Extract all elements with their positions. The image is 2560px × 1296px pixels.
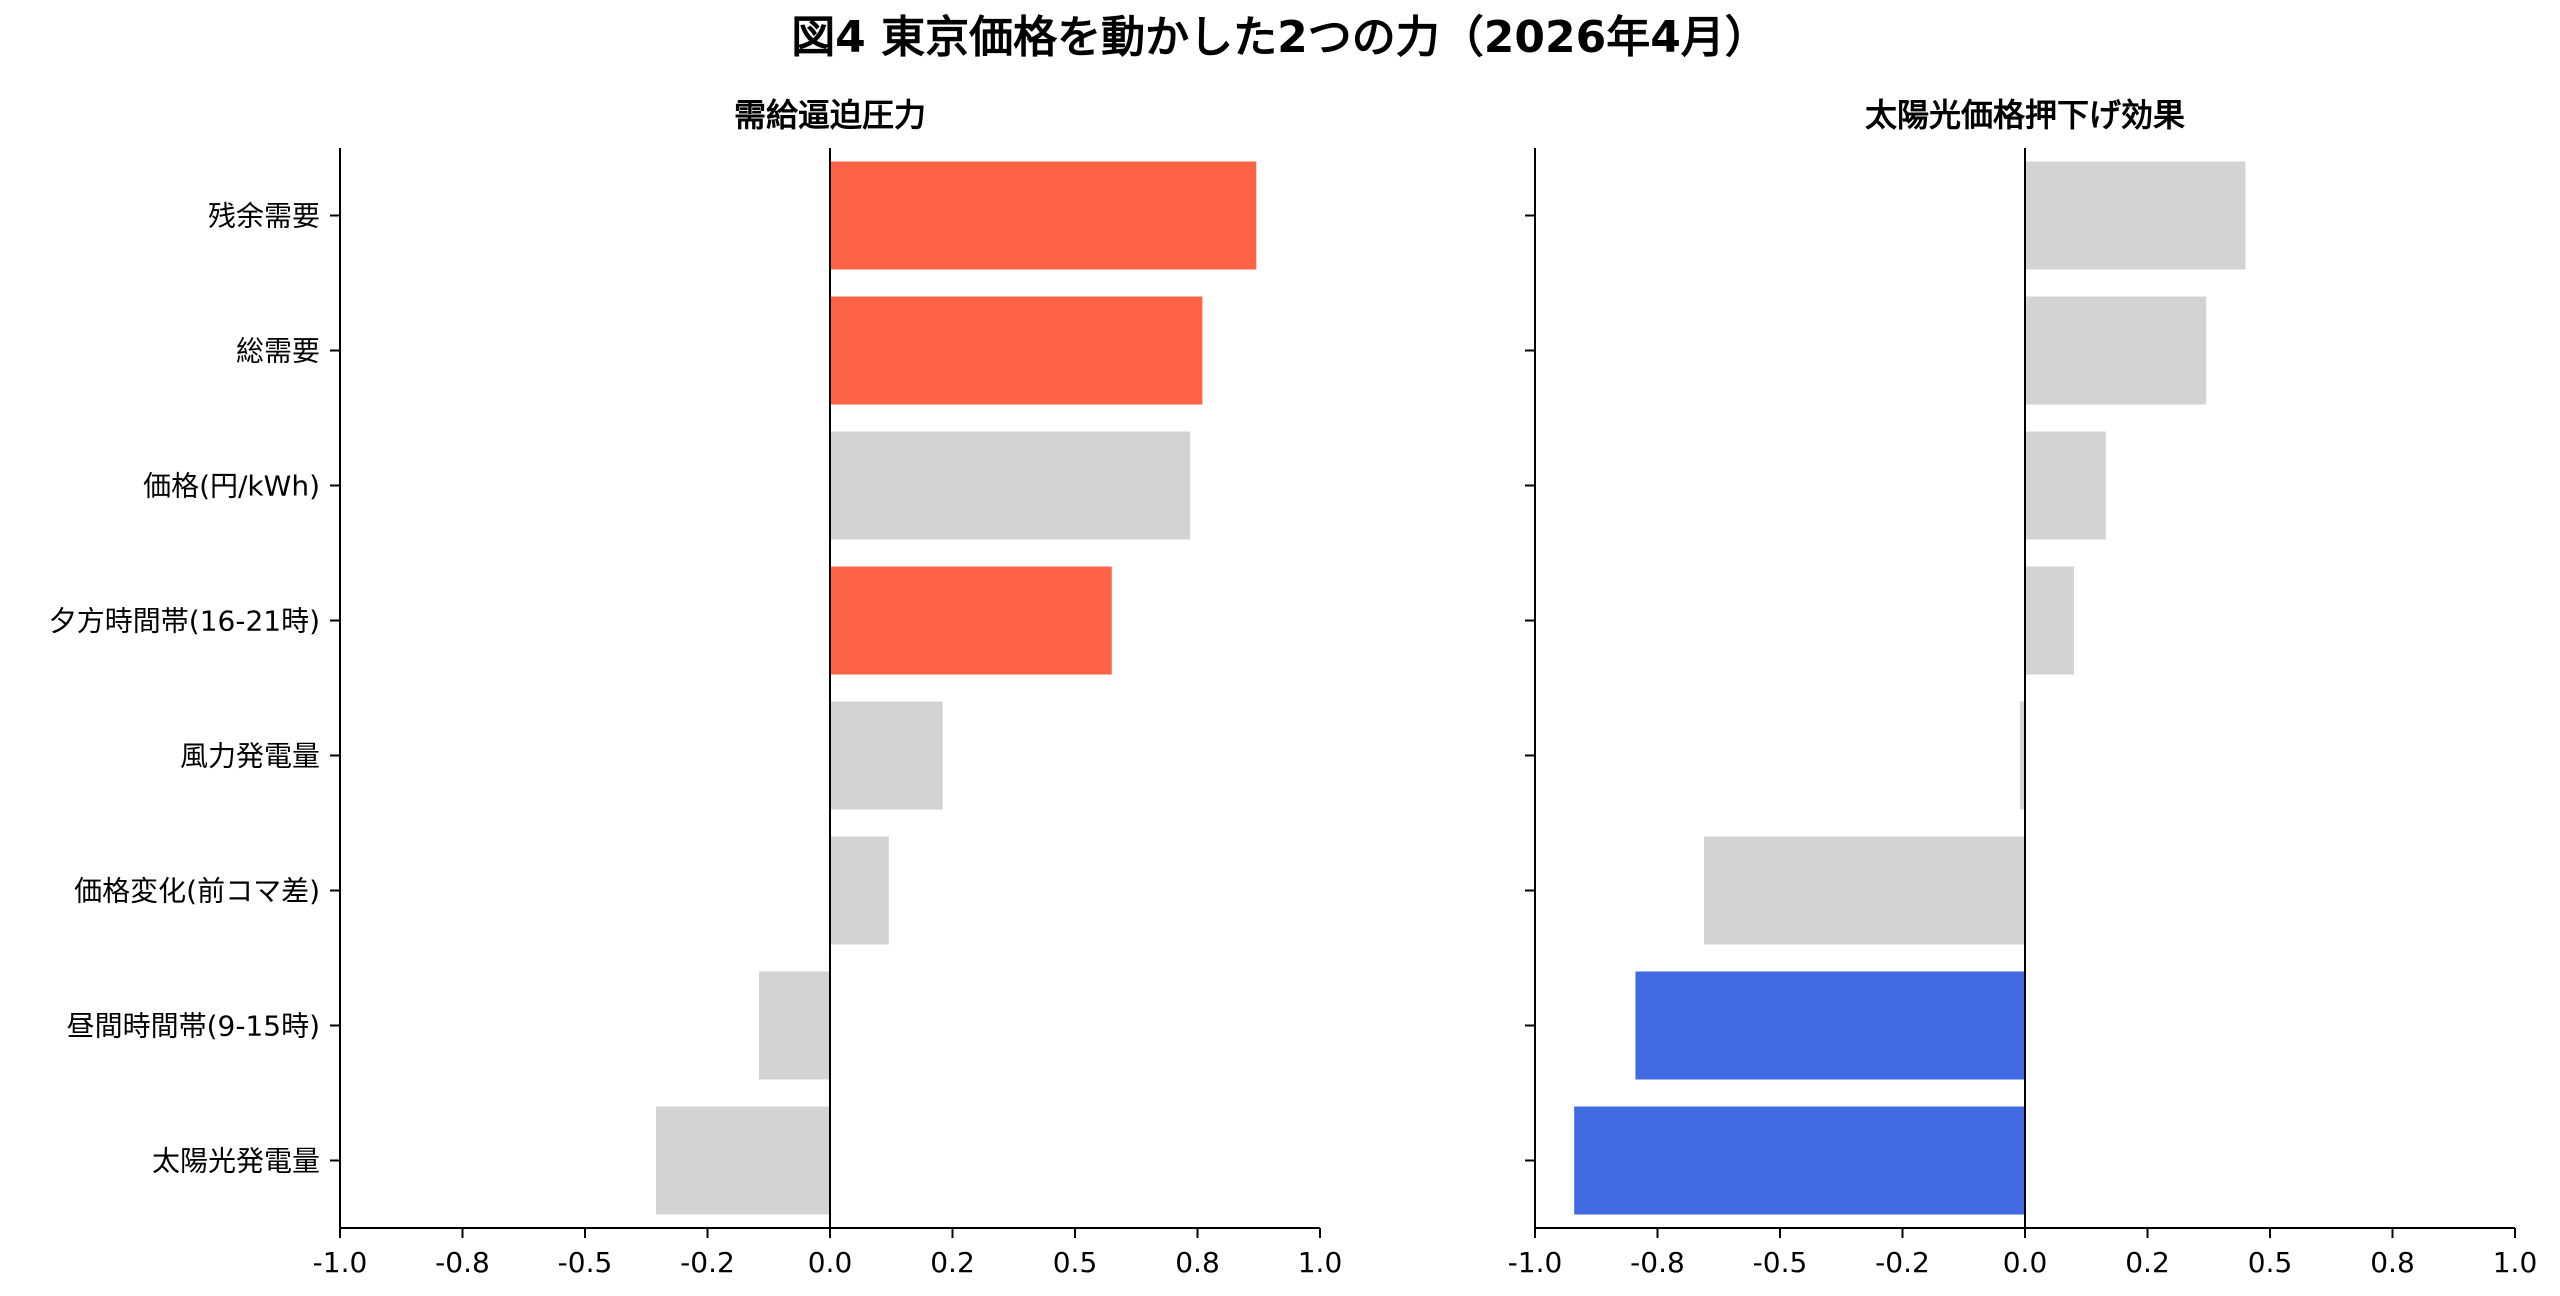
x-tick-label: 0.0 [2003, 1246, 2048, 1279]
y-tick-label: 価格変化(前コマ差) [74, 875, 320, 908]
y-tick-label: 総需要 [236, 335, 320, 368]
y-tick-label: 価格(円/kWh) [143, 470, 320, 503]
x-tick-label: 0.0 [808, 1246, 853, 1279]
panel-title: 太陽光価格押下げ効果 [1865, 96, 2185, 134]
bar [830, 431, 1191, 540]
bar [2025, 431, 2106, 540]
bar [2025, 566, 2074, 675]
bar [656, 1106, 830, 1215]
x-tick-label: 0.5 [2248, 1246, 2293, 1279]
chart-panel-2: 太陽光価格押下げ効果 -1.0 -0.8 -0.5 -0.2 0.0 0.2 0.5 0.8 1.… [1508, 96, 2538, 1279]
bar [1704, 836, 2025, 945]
y-tick-label: 残余需要 [208, 200, 320, 233]
x-tick-label: 0.8 [1175, 1246, 1220, 1279]
chart-panel-1: 需給逼迫圧力 -1.0 -0.8 -0.5 -0.2 0.0 0.2 0.5 0.8 1.0 残余需… [49, 96, 1342, 1279]
x-tick-label: 0.8 [2370, 1246, 2415, 1279]
x-tick-label: 0.2 [2125, 1246, 2170, 1279]
bar [2025, 296, 2207, 405]
y-tick-label: 風力発電量 [180, 740, 320, 773]
x-tick-label: 1.0 [1298, 1246, 1343, 1279]
x-tick-label: 1.0 [2493, 1246, 2538, 1279]
x-tick-label: -0.2 [1875, 1246, 1930, 1279]
x-tick-label: -0.2 [680, 1246, 735, 1279]
bar [830, 701, 943, 810]
panel-title: 需給逼迫圧力 [734, 96, 926, 134]
bar [1574, 1106, 2025, 1215]
x-tick-label: -0.5 [558, 1246, 613, 1279]
x-tick-label: -0.5 [1753, 1246, 1808, 1279]
bar [830, 566, 1112, 675]
y-tick-label: 夕方時間帯(16-21時) [49, 605, 320, 638]
x-tick-label: 0.5 [1053, 1246, 1098, 1279]
chart-panels: 需給逼迫圧力 -1.0 -0.8 -0.5 -0.2 0.0 0.2 0.5 0.8 1.0 残余需… [49, 96, 2537, 1279]
bar [830, 836, 889, 945]
y-tick-label: 太陽光発電量 [152, 1145, 320, 1178]
y-tick-label: 昼間時間帯(9-15時) [67, 1010, 320, 1043]
bar [758, 971, 830, 1080]
bar [830, 161, 1257, 270]
bar [830, 296, 1203, 405]
x-tick-label: 0.2 [930, 1246, 975, 1279]
x-tick-label: -1.0 [1508, 1246, 1563, 1279]
x-tick-label: -1.0 [313, 1246, 368, 1279]
figure-title: 図4 東京価格を動かした2つの力（2026年4月） [791, 12, 1769, 63]
x-tick-label: -0.8 [435, 1246, 490, 1279]
bar [2025, 161, 2246, 270]
x-tick-label: -0.8 [1630, 1246, 1685, 1279]
bar [1635, 971, 2025, 1080]
bar [2020, 701, 2025, 810]
